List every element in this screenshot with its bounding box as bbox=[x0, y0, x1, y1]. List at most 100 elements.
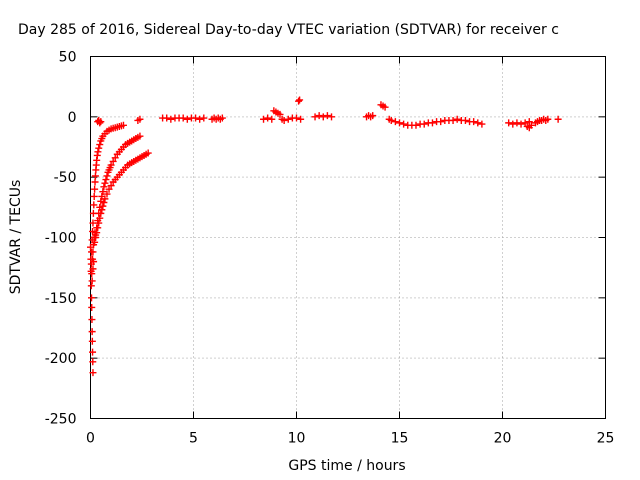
data-point-marker bbox=[297, 115, 305, 123]
y-tick-label: -250 bbox=[45, 412, 77, 428]
data-point-marker bbox=[109, 157, 117, 165]
data-point-marker bbox=[315, 112, 323, 120]
data-point-marker bbox=[88, 277, 96, 285]
y-tick-label: -100 bbox=[45, 231, 77, 247]
y-tick-label: 0 bbox=[68, 110, 77, 126]
data-point-marker bbox=[517, 120, 525, 128]
data-point-marker bbox=[525, 118, 533, 126]
data-point-marker bbox=[88, 303, 96, 311]
data-point-marker bbox=[100, 183, 108, 191]
data-point-marker bbox=[296, 96, 304, 104]
data-point-marker bbox=[328, 113, 336, 121]
data-point-marker bbox=[179, 114, 187, 122]
data-point-marker bbox=[478, 120, 486, 128]
data-point-marker bbox=[527, 121, 535, 129]
grid-lines bbox=[90, 56, 606, 419]
data-point-marker bbox=[136, 115, 144, 123]
data-point-marker bbox=[94, 148, 102, 156]
data-point-marker bbox=[396, 119, 403, 127]
data-point-marker bbox=[136, 132, 144, 140]
data-point-marker bbox=[295, 97, 303, 105]
y-tick-label: -200 bbox=[45, 351, 77, 367]
data-point-marker bbox=[89, 369, 97, 377]
x-tick-label: 10 bbox=[288, 431, 306, 447]
data-point-marker bbox=[521, 119, 529, 127]
x-tick-label: 5 bbox=[189, 431, 198, 447]
data-point-marker bbox=[196, 115, 204, 123]
data-point-marker bbox=[89, 248, 97, 256]
data-point-marker bbox=[88, 328, 96, 336]
data-point-marker bbox=[105, 185, 113, 193]
data-point-marker bbox=[90, 258, 98, 266]
data-point-marker bbox=[90, 234, 98, 241]
data-point-marker bbox=[88, 270, 96, 278]
data-point-marker bbox=[98, 206, 106, 214]
y-axis-label: SDTVAR / TECUs bbox=[8, 180, 24, 295]
data-point-marker bbox=[97, 197, 105, 205]
data-point-marker bbox=[381, 103, 389, 111]
data-point-marker bbox=[311, 113, 319, 121]
tick-marks bbox=[90, 56, 606, 419]
data-point-marker bbox=[474, 119, 482, 127]
data-point-marker bbox=[90, 241, 98, 249]
data-point-marker bbox=[101, 195, 109, 203]
data-point-marker bbox=[192, 114, 200, 122]
data-point-marker bbox=[167, 115, 175, 123]
data-point-marker bbox=[276, 110, 284, 118]
data-point-marker bbox=[412, 121, 420, 129]
data-point-marker bbox=[163, 114, 171, 122]
y-tick-label: -50 bbox=[54, 170, 77, 186]
data-point-marker bbox=[91, 172, 99, 180]
data-point-marker bbox=[97, 209, 105, 217]
data-point-marker bbox=[88, 316, 96, 324]
data-point-marker bbox=[387, 116, 395, 124]
data-point-marker bbox=[293, 114, 300, 122]
data-point-marker bbox=[391, 118, 399, 126]
data-point-marker bbox=[400, 120, 408, 128]
data-points bbox=[87, 96, 562, 377]
data-point-marker bbox=[369, 112, 377, 120]
plot-frame bbox=[90, 56, 606, 419]
x-tick-labels: 0 5 10 15 20 25 bbox=[86, 431, 614, 447]
data-point-marker bbox=[119, 121, 127, 129]
data-point-marker bbox=[99, 202, 107, 210]
data-point-marker bbox=[96, 214, 104, 222]
data-point-marker bbox=[428, 119, 436, 127]
data-point-marker bbox=[89, 265, 97, 273]
data-point-marker bbox=[461, 116, 469, 124]
data-point-marker bbox=[505, 119, 513, 127]
x-tick-label: 15 bbox=[391, 431, 409, 447]
data-point-marker bbox=[99, 188, 107, 196]
data-point-marker bbox=[453, 115, 461, 123]
data-point-marker bbox=[144, 149, 152, 157]
data-point-marker bbox=[87, 282, 95, 290]
data-point-marker bbox=[95, 219, 103, 227]
data-point-marker bbox=[107, 182, 115, 190]
data-point-marker bbox=[509, 120, 517, 128]
data-point-marker bbox=[323, 112, 331, 120]
data-point-marker bbox=[200, 114, 208, 122]
data-point-marker bbox=[264, 114, 272, 122]
data-point-marker bbox=[95, 144, 103, 152]
data-point-marker bbox=[513, 119, 521, 127]
data-point-marker bbox=[89, 358, 97, 366]
data-point-marker bbox=[88, 337, 96, 345]
data-point-marker bbox=[449, 116, 457, 124]
data-point-marker bbox=[103, 190, 111, 198]
x-tick-label: 20 bbox=[494, 431, 512, 447]
data-point-marker bbox=[96, 141, 104, 149]
data-point-marker bbox=[280, 116, 288, 124]
chart-title: Day 285 of 2016, Sidereal Day-to-day VTE… bbox=[18, 22, 559, 38]
data-point-marker bbox=[470, 118, 478, 126]
y-tick-label: -150 bbox=[45, 291, 77, 307]
data-point-marker bbox=[218, 114, 226, 122]
x-tick-label: 25 bbox=[597, 431, 615, 447]
data-point-marker bbox=[91, 178, 99, 186]
data-point-marker bbox=[94, 224, 102, 232]
data-point-marker bbox=[420, 120, 428, 128]
data-point-marker bbox=[103, 172, 111, 180]
data-point-marker bbox=[111, 154, 119, 162]
data-point-marker bbox=[107, 161, 115, 169]
data-point-marker bbox=[183, 115, 191, 123]
